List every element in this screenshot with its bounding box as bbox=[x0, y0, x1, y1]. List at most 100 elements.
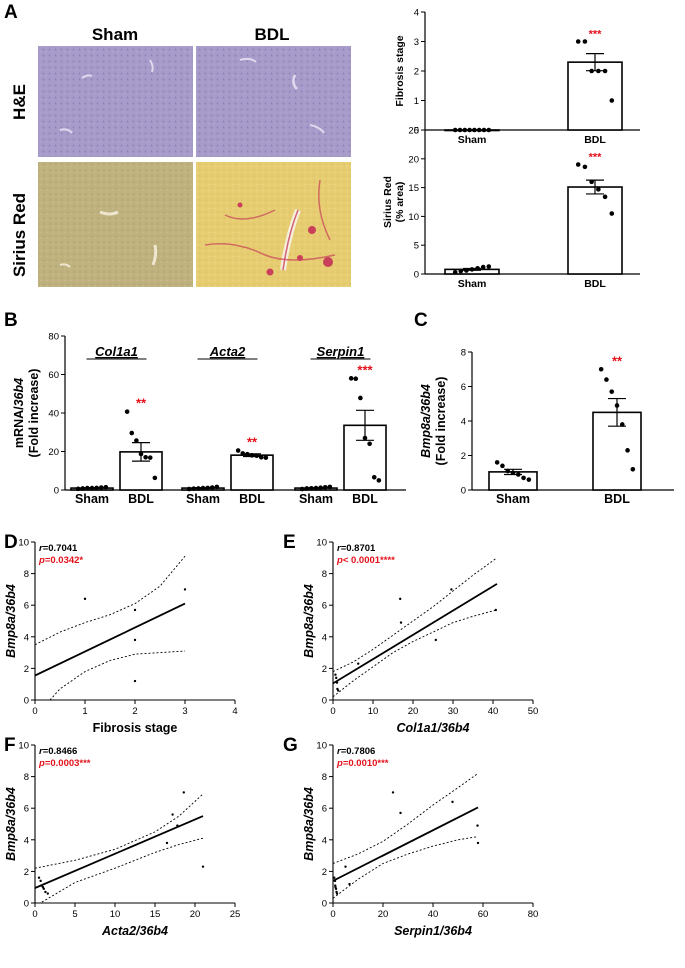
x-tick-label: 0 bbox=[330, 706, 335, 717]
data-point bbox=[309, 485, 314, 491]
data-point bbox=[575, 162, 581, 167]
plot-area bbox=[333, 773, 480, 899]
x-tick-label: 80 bbox=[528, 909, 539, 920]
y-tick-label: 3 bbox=[414, 37, 419, 48]
data-point bbox=[494, 608, 497, 612]
r-value-label: r=0.8701 bbox=[337, 543, 376, 554]
data-point bbox=[333, 876, 336, 879]
y-tick-label: 0 bbox=[24, 696, 29, 707]
data-point bbox=[94, 485, 99, 491]
data-point bbox=[37, 876, 41, 879]
data-point bbox=[254, 453, 259, 459]
data-point bbox=[462, 127, 468, 133]
data-point bbox=[299, 486, 305, 492]
data-point bbox=[143, 454, 148, 460]
data-point bbox=[515, 472, 521, 477]
data-point bbox=[486, 264, 492, 269]
data-point bbox=[133, 608, 137, 612]
data-point bbox=[42, 887, 45, 890]
data-point bbox=[358, 395, 363, 401]
y-axis-label: Bmp8a/36b4 bbox=[4, 787, 18, 861]
chart-fibrosis: 0 1 2 3 4 Fibrosis stage Sham BDL *** bbox=[394, 8, 640, 146]
y-tick-label: 4 bbox=[322, 835, 327, 846]
data-point bbox=[200, 485, 206, 491]
ci-upper-line bbox=[333, 773, 479, 864]
x-axis-label: Acta2/36b4 bbox=[101, 924, 168, 938]
data-point bbox=[129, 430, 135, 436]
data-point bbox=[205, 485, 210, 491]
x-tick-label: 20 bbox=[378, 909, 389, 920]
data-point bbox=[614, 403, 620, 408]
y-tick-label: 20 bbox=[408, 154, 419, 165]
y-tick-label: 10 bbox=[18, 538, 29, 549]
x-tick-label: 40 bbox=[488, 706, 499, 717]
data-point bbox=[348, 882, 351, 886]
data-point bbox=[80, 486, 86, 491]
panel-label-b: B bbox=[4, 310, 18, 331]
data-point bbox=[39, 879, 42, 883]
y-axis-label: mRNA/36b4 bbox=[12, 378, 26, 448]
data-point bbox=[165, 841, 169, 845]
x-axis-label: Fibrosis stage bbox=[93, 721, 178, 735]
significance-label: ** bbox=[612, 353, 623, 368]
data-point bbox=[575, 39, 581, 44]
col-header-bdl: BDL bbox=[255, 25, 290, 44]
y-tick-label: 0 bbox=[322, 899, 327, 910]
y-tick-label: 0 bbox=[24, 899, 29, 910]
x-tick-label: 50 bbox=[528, 706, 539, 717]
y-tick-label: 15 bbox=[408, 183, 419, 194]
chart-corrD: 0 2 4 6 8 10 0 1 2 3 4 Bmp8a/36b4 Fibrosis stage r=0.… bbox=[4, 538, 238, 736]
data-point bbox=[46, 892, 49, 895]
x-tick-label: 3 bbox=[182, 706, 187, 717]
data-point bbox=[609, 98, 615, 103]
data-point bbox=[191, 486, 197, 491]
data-point bbox=[176, 824, 179, 827]
data-point bbox=[464, 268, 469, 273]
data-point bbox=[133, 679, 137, 683]
he-bdl-image bbox=[196, 46, 351, 157]
category-label: Sham bbox=[458, 134, 487, 146]
y-tick-label: 6 bbox=[24, 601, 29, 612]
data-point bbox=[171, 813, 174, 816]
y-tick-label: 1 bbox=[414, 96, 419, 107]
category-label: BDL bbox=[584, 134, 606, 146]
data-point bbox=[138, 451, 144, 457]
plot-area bbox=[333, 557, 498, 698]
y-axis-label: Bmp8a/36b4 bbox=[4, 584, 18, 658]
y-tick-label: 2 bbox=[414, 67, 419, 78]
data-point bbox=[526, 477, 532, 482]
y-tick-label: 0 bbox=[322, 696, 327, 707]
y-tick-label: 2 bbox=[461, 451, 466, 462]
data-point bbox=[609, 389, 615, 394]
y-tick-label: 2 bbox=[322, 664, 327, 675]
y-axis-label: Sirius Red bbox=[382, 176, 394, 228]
y-tick-label: 8 bbox=[24, 569, 29, 580]
y-tick-label: 10 bbox=[316, 741, 327, 752]
data-point bbox=[209, 485, 215, 490]
data-point bbox=[182, 791, 185, 794]
data-point bbox=[201, 865, 205, 868]
data-point bbox=[353, 376, 359, 382]
category-label: BDL bbox=[128, 492, 154, 506]
y-tick-label: 2 bbox=[24, 867, 29, 878]
data-point bbox=[85, 485, 90, 491]
group-label: Acta2 bbox=[209, 344, 246, 359]
plot-area bbox=[35, 791, 205, 903]
y-tick-label: 6 bbox=[322, 601, 327, 612]
y-tick-label: 4 bbox=[461, 417, 466, 428]
r-value-label: r=0.7041 bbox=[39, 543, 78, 554]
regression-line bbox=[35, 602, 186, 677]
x-tick-label: 2 bbox=[132, 706, 137, 717]
chart-sirius: 0 5 10 15 20 25 Sirius Red (% area) Sham BDL *** bbox=[382, 126, 640, 290]
x-axis-label: Serpin1/36b4 bbox=[394, 924, 472, 938]
data-point bbox=[258, 454, 264, 460]
data-point bbox=[147, 455, 153, 460]
micrograph-grid: Sham BDL H&E Sirius Red bbox=[10, 25, 351, 287]
p-value-label: p=0.0010*** bbox=[336, 758, 389, 769]
data-point bbox=[335, 681, 339, 684]
data-point bbox=[510, 470, 516, 476]
data-point bbox=[582, 39, 588, 44]
category-label: Sham bbox=[186, 492, 220, 506]
r-value-label: r=0.7806 bbox=[337, 746, 375, 757]
